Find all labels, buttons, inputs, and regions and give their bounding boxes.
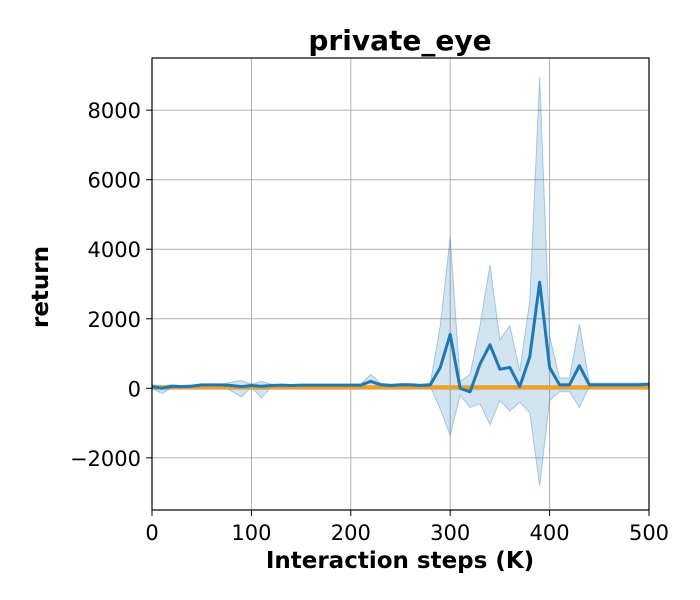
plot-frame: [151, 57, 650, 511]
y-tick-label: 8000: [88, 99, 141, 123]
y-tick-label: −2000: [70, 447, 141, 471]
y-axis-label: return: [28, 246, 54, 328]
line-layer: [151, 280, 650, 394]
x-tick-label: 0: [145, 521, 158, 545]
x-tick-label: 400: [530, 521, 570, 545]
chart-title: private_eye: [308, 24, 491, 57]
x-tick-layer: 0 100 200 300 400 500: [145, 510, 669, 545]
x-tick-label: 200: [331, 521, 371, 545]
y-tick-label: 4000: [88, 238, 141, 262]
grid-layer: [151, 58, 650, 510]
x-axis-label: Interaction steps (K): [266, 548, 534, 574]
x-tick-label: 500: [629, 521, 669, 545]
y-tick-label: 6000: [88, 169, 141, 193]
band-layer: [151, 77, 650, 486]
confidence-band: [151, 77, 650, 486]
x-tick-label: 300: [430, 521, 470, 545]
y-tick-label: 0: [128, 377, 141, 401]
main-series-line: [151, 280, 650, 394]
y-tick-label: 2000: [88, 308, 141, 332]
y-tick-layer: −2000 0 2000 4000 6000 8000: [70, 99, 152, 471]
x-tick-label: 100: [231, 521, 271, 545]
